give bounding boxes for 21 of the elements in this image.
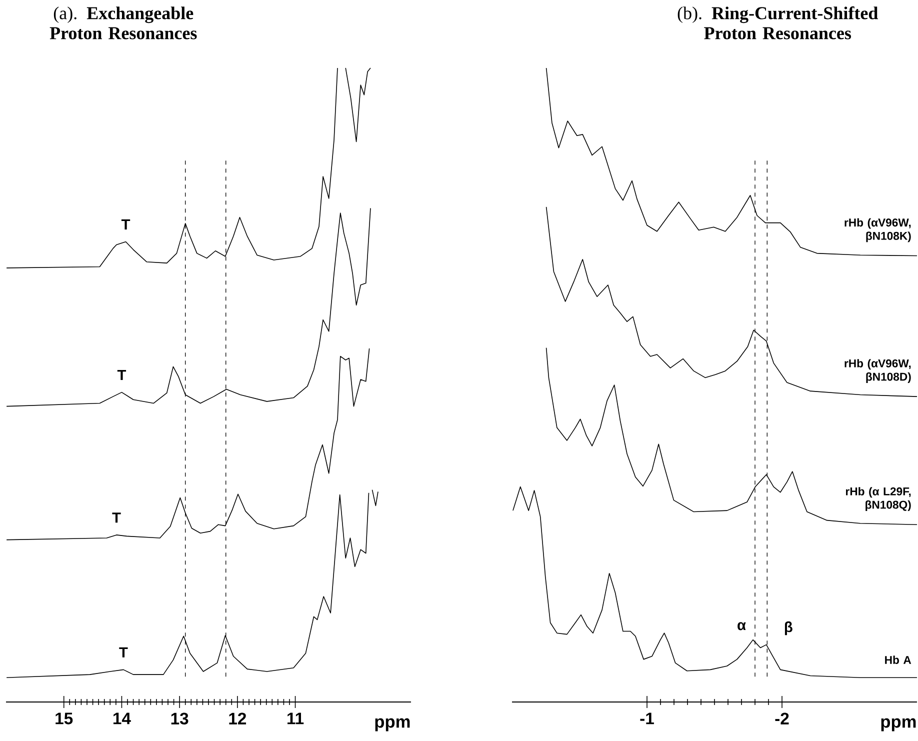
annotation: T bbox=[121, 219, 130, 230]
chart-title: (b). Ring-Current-Shifted Proton Resonances bbox=[678, 6, 878, 40]
x-tick-label: -2 bbox=[775, 712, 789, 724]
x-tick-label: 14 bbox=[113, 712, 131, 724]
annotation: T bbox=[112, 512, 121, 523]
x-tick-label: 13 bbox=[171, 712, 188, 725]
x-tick-label: 11 bbox=[288, 712, 304, 724]
x-tick-label: 12 bbox=[229, 712, 246, 724]
x-axis-title: ppm bbox=[375, 718, 410, 732]
annotation: T bbox=[117, 370, 126, 380]
annotation: β bbox=[784, 621, 792, 636]
x-tick-label: -1 bbox=[640, 712, 654, 724]
x-axis-title: ppm bbox=[881, 718, 916, 732]
annotation: T bbox=[119, 647, 128, 658]
series-label: rHb (αV96W, βN108K) bbox=[844, 218, 911, 242]
annotation: α bbox=[738, 622, 746, 630]
x-tick-label: 15 bbox=[56, 712, 73, 724]
series-label: rHb (α L29F, βN108Q) bbox=[846, 487, 911, 511]
series-label: Hb A bbox=[885, 656, 912, 664]
series-label: rHb (αV96W, βN108D) bbox=[844, 359, 911, 383]
chart-title: (a). Exchangeable Proton Resonances bbox=[50, 6, 197, 40]
